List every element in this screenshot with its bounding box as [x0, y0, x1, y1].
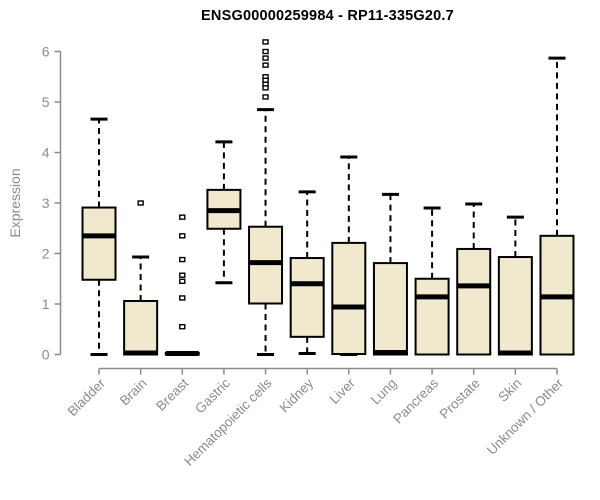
box-gastric	[206, 140, 242, 285]
outlier-point	[179, 272, 186, 278]
outlier-point	[262, 94, 269, 100]
outlier-point	[179, 295, 186, 301]
box-hematopoietic-cells	[248, 39, 284, 356]
outlier-point	[179, 278, 186, 284]
box-kidney	[289, 190, 325, 355]
box-iqr	[248, 225, 284, 305]
outlier-point	[262, 48, 269, 55]
box-iqr	[81, 206, 117, 281]
box-iqr	[331, 241, 367, 355]
box-iqr	[497, 256, 533, 356]
box-brain	[123, 200, 159, 356]
outlier-point	[262, 55, 269, 61]
box-pancreas	[414, 206, 450, 356]
box-skin	[497, 215, 533, 356]
box-iqr	[123, 299, 159, 356]
x-tick-label: Bladder	[65, 375, 109, 419]
x-tick-label: Lung	[368, 376, 400, 408]
box-iqr	[289, 257, 325, 338]
x-tick-label: Gastric	[192, 375, 233, 416]
box-iqr	[456, 247, 492, 356]
box-iqr	[414, 277, 450, 356]
x-tick-label: Brain	[117, 376, 150, 409]
outlier-point	[179, 233, 186, 239]
outlier-point	[262, 62, 269, 68]
box-iqr	[372, 262, 408, 356]
x-tick-label: Kidney	[277, 375, 317, 415]
box-unknown-other	[539, 56, 575, 356]
x-tick-label: Unknown / Other	[484, 375, 567, 458]
chart-title: ENSG00000259984 - RP11-335G20.7	[201, 8, 454, 24]
outlier-point	[179, 214, 186, 220]
y-tick-label: 4	[42, 145, 50, 161]
x-tick-label: Prostate	[437, 376, 483, 422]
outlier-point	[137, 200, 144, 206]
x-tick-label: Breast	[153, 375, 191, 413]
x-tick-label: Pancreas	[390, 375, 441, 426]
y-tick-label: 1	[42, 296, 50, 312]
x-tick-label: Skin	[495, 376, 524, 405]
outlier-point	[262, 85, 269, 91]
y-tick-label: 2	[42, 246, 50, 262]
y-tick-label: 5	[42, 94, 50, 110]
box-bladder	[81, 117, 117, 356]
box-breast	[164, 214, 200, 356]
x-tick-label: Liver	[327, 375, 359, 407]
outlier-point	[179, 256, 186, 263]
box-prostate	[456, 202, 492, 356]
y-axis: 0 1 2 3 4 5 6	[42, 44, 62, 363]
outlier-point	[179, 324, 186, 330]
box-liver	[331, 155, 367, 356]
y-tick-label: 0	[42, 347, 50, 363]
box-lung	[372, 192, 408, 356]
y-tick-label: 6	[42, 44, 50, 60]
outlier-point	[262, 39, 269, 45]
y-tick-label: 3	[42, 195, 50, 211]
